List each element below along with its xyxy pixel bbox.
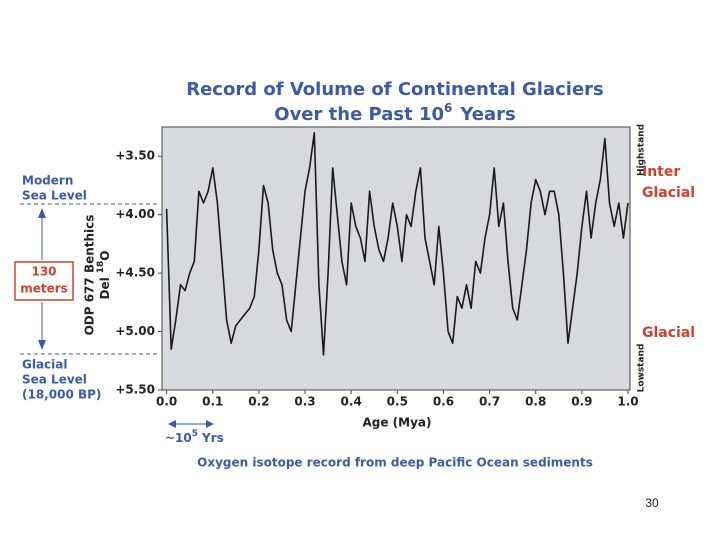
y-label-text: Del <box>98 277 112 299</box>
annotation: Glacial <box>642 325 695 341</box>
x-tick-label: 0.7 <box>479 395 500 409</box>
x-tick-label: 0.1 <box>202 395 223 409</box>
subtitle-text: Years <box>459 104 515 125</box>
y-tick-label: +5.00 <box>115 324 155 338</box>
chart-subtitle: Over the Past 106 Years <box>274 101 515 126</box>
chart-title: Record of Volume of Continental Glaciers <box>186 79 604 100</box>
y-label-line: Del 18O <box>96 251 112 300</box>
arrowhead <box>38 208 46 218</box>
x-tick-label: 0.4 <box>341 395 362 409</box>
y-tick-label: +4.00 <box>115 207 155 221</box>
annotation: Glacial <box>642 185 695 201</box>
range-box <box>14 261 74 301</box>
x-tick-label: 0.3 <box>294 395 315 409</box>
x-tick-label: 1.0 <box>617 395 638 409</box>
y-label-line: ODP 677 Benthics <box>83 215 97 336</box>
caption: Oxygen isotope record from deep Pacific … <box>197 456 593 470</box>
annotation: (18,000 BP) <box>22 388 101 402</box>
annotation: Modern <box>22 174 73 188</box>
y-tick-label: +5.50 <box>115 383 155 397</box>
x-tick-label: 0.9 <box>571 395 592 409</box>
annotation: Highstand <box>637 124 647 176</box>
annotation: ~105 Yrs <box>165 429 224 445</box>
arrowhead <box>38 340 46 350</box>
x-tick-label: 0.8 <box>525 395 546 409</box>
y-label-sup: 18 <box>96 261 106 274</box>
subtitle-sup: 6 <box>444 101 452 115</box>
annotation: 130 <box>31 265 56 279</box>
y-axis-label: ODP 677 Benthics Del 18O <box>83 215 112 336</box>
y-tick-label: +3.50 <box>115 149 155 163</box>
annotation: Lowstand <box>637 344 647 393</box>
period-text: Yrs <box>201 431 224 445</box>
annotation: Glacial <box>22 358 68 372</box>
annotation: Inter <box>642 164 680 180</box>
x-tick-label: 0.0 <box>156 395 177 409</box>
period-text: ~10 <box>165 431 192 445</box>
x-tick-label: 0.2 <box>248 395 269 409</box>
data-line <box>165 132 629 356</box>
annotation: meters <box>20 282 68 296</box>
x-axis-label: Age (Mya) <box>362 416 431 430</box>
page-number: 30 <box>645 496 659 510</box>
period-sup: 5 <box>192 429 198 439</box>
y-label-text: O <box>98 251 112 261</box>
annotation: Sea Level <box>22 373 87 387</box>
x-tick-label: 0.5 <box>387 395 408 409</box>
x-tick-label: 0.6 <box>433 395 454 409</box>
subtitle-text: Over the Past 10 <box>274 104 444 125</box>
annotation: Sea Level <box>22 189 87 203</box>
plot-area <box>161 126 631 391</box>
y-tick-label: +4.50 <box>115 266 155 280</box>
